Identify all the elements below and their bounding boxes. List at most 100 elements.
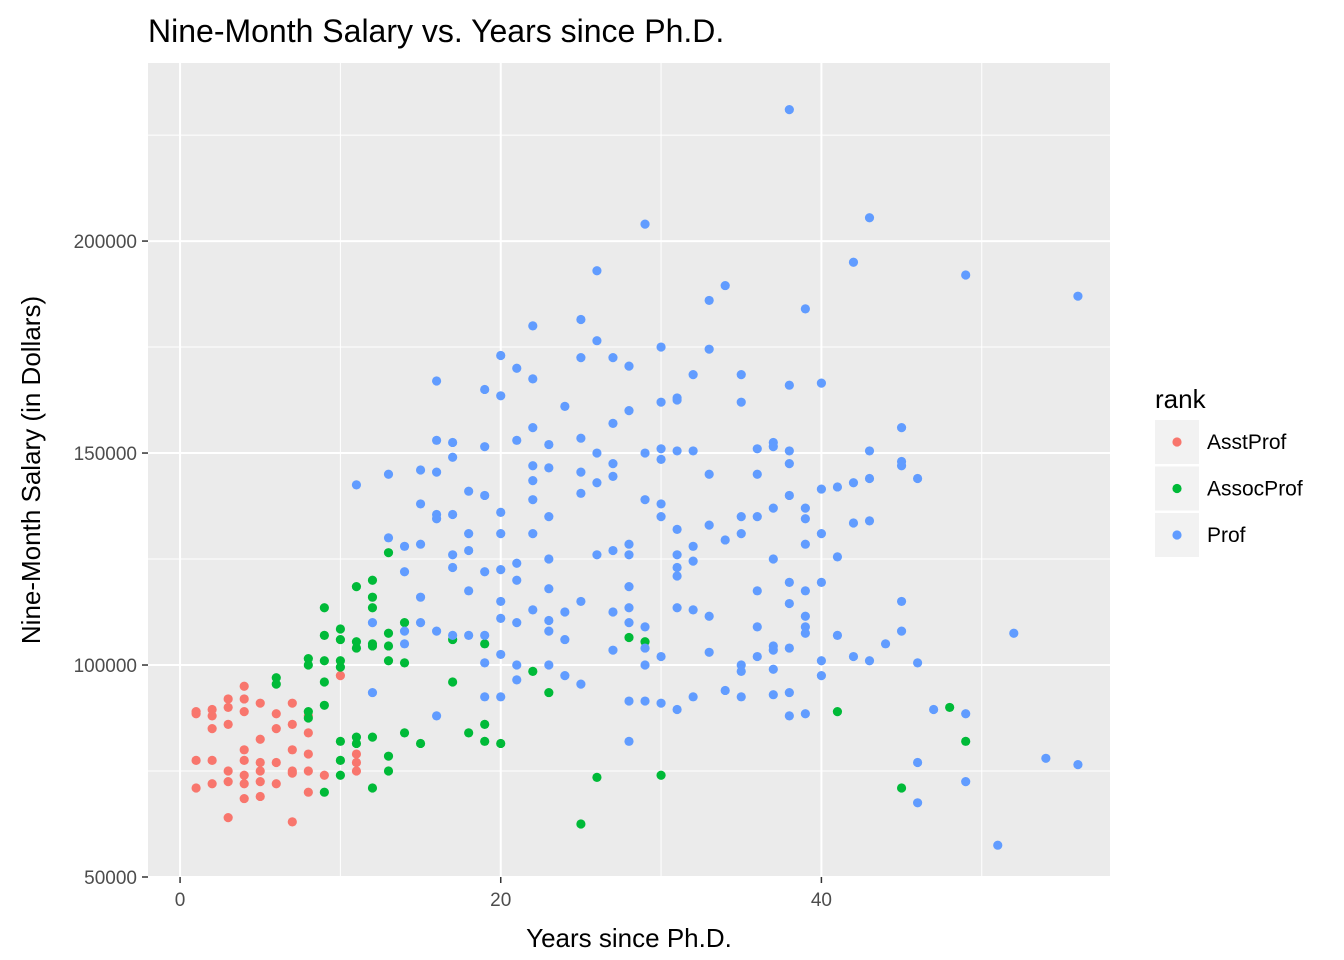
data-point [736, 692, 746, 702]
data-point [335, 755, 345, 766]
legend: rank AsstProf AssocProf Prof [1155, 384, 1303, 557]
data-point [415, 539, 426, 549]
data-point [784, 711, 794, 721]
data-point [415, 465, 426, 475]
data-point [255, 757, 265, 768]
data-point [512, 675, 522, 685]
data-point [464, 545, 474, 556]
data-point [688, 446, 698, 456]
data-point [608, 353, 618, 363]
data-point [784, 446, 794, 456]
data-point [399, 618, 410, 628]
data-point [592, 448, 602, 458]
x-axis-title: Years since Ph.D. [526, 923, 732, 953]
legend-title: rank [1155, 384, 1207, 414]
x-tick-label: 40 [811, 890, 832, 911]
data-point [528, 423, 538, 433]
data-point [351, 738, 362, 749]
data-point [624, 696, 634, 706]
data-point [913, 658, 923, 668]
x-tick-label: 0 [175, 890, 186, 911]
data-point [624, 618, 634, 628]
data-point [656, 499, 666, 509]
data-point [672, 524, 682, 534]
data-point [592, 336, 602, 346]
data-point [704, 295, 714, 306]
data-point [464, 728, 474, 738]
data-point [896, 596, 907, 607]
data-point [736, 666, 746, 676]
data-point [736, 512, 746, 522]
data-point [351, 766, 362, 776]
data-point [816, 656, 827, 666]
data-point [271, 779, 281, 789]
data-point [448, 550, 458, 560]
data-point [624, 539, 634, 549]
data-point [736, 370, 746, 380]
data-point [383, 656, 394, 666]
data-point [207, 779, 217, 789]
data-point [1041, 753, 1051, 763]
data-point [399, 541, 410, 551]
legend-key-dot [1172, 437, 1182, 447]
data-point [1073, 291, 1083, 301]
data-point [239, 694, 249, 704]
data-point [480, 736, 490, 746]
data-point [351, 581, 362, 592]
data-point [768, 690, 778, 700]
data-point [271, 757, 281, 768]
data-point [864, 656, 875, 666]
data-point [480, 384, 490, 395]
data-point [528, 495, 538, 505]
data-point [191, 755, 201, 766]
data-point [848, 518, 859, 528]
data-point [223, 813, 233, 823]
data-point [223, 702, 233, 713]
data-point [608, 645, 618, 655]
data-point [271, 724, 281, 734]
data-point [848, 651, 859, 662]
data-point [656, 651, 666, 662]
legend-label: AssocProf [1207, 478, 1303, 501]
data-point [544, 615, 554, 626]
data-point [448, 437, 458, 448]
data-point [271, 709, 281, 719]
data-point [383, 548, 394, 558]
data-point [624, 736, 634, 746]
data-point [656, 512, 666, 522]
data-point [464, 586, 474, 596]
data-point [608, 418, 618, 428]
data-point [303, 654, 313, 664]
data-point [816, 577, 827, 587]
data-point [367, 575, 378, 585]
y-tick-label: 150000 [74, 444, 137, 465]
data-point [961, 709, 971, 719]
data-point [335, 662, 345, 672]
data-point [399, 567, 410, 577]
data-point [784, 380, 794, 390]
data-point [832, 552, 843, 562]
data-point [704, 469, 714, 479]
data-point [560, 401, 570, 412]
data-point [752, 512, 762, 522]
data-point [271, 679, 281, 689]
data-point [1073, 760, 1083, 770]
data-point [864, 473, 875, 484]
data-point [961, 736, 971, 746]
data-point [752, 622, 762, 632]
data-point [672, 562, 682, 573]
data-point [608, 607, 618, 617]
data-point [592, 478, 602, 488]
series-assocprof [271, 548, 971, 829]
data-point [319, 656, 329, 666]
data-point [512, 435, 522, 445]
x-axis-ticks: 0 20 40 [175, 877, 832, 911]
data-point [640, 637, 650, 647]
data-point [383, 628, 394, 638]
data-point [239, 793, 249, 804]
data-point [207, 711, 217, 721]
data-point [496, 565, 506, 575]
data-point [319, 630, 329, 640]
data-point [784, 459, 794, 469]
data-point [512, 575, 522, 585]
